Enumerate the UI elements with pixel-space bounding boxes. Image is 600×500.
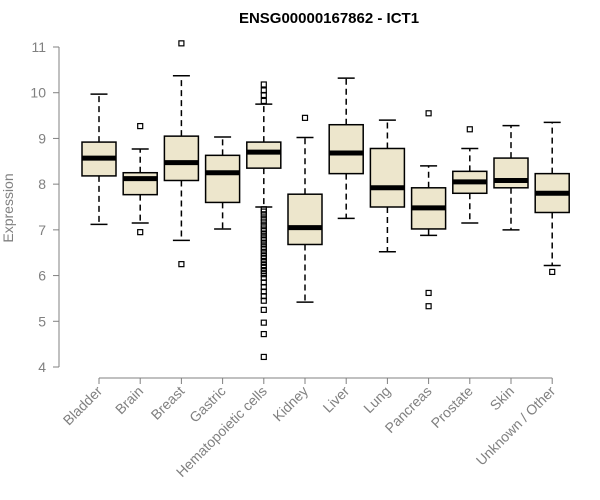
box-series (81, 40, 570, 361)
y-tick-label: 6 (38, 268, 46, 284)
iqr-box (493, 157, 529, 189)
outlier-point (425, 289, 432, 297)
x-tick-label: Brain (112, 383, 146, 417)
iqr-box (328, 123, 364, 175)
outlier-point (260, 218, 267, 225)
outlier-point (466, 126, 473, 133)
outlier-point (260, 222, 267, 229)
y-tick-label: 5 (38, 313, 46, 329)
outlier-point (260, 237, 267, 244)
y-tick-label: 4 (38, 359, 46, 375)
outlier-point (260, 264, 267, 271)
x-tick-label: Skin (487, 383, 518, 414)
box-bladder (81, 93, 117, 226)
outlier-point (425, 110, 432, 117)
outlier-point (260, 91, 267, 99)
outlier-point (260, 215, 267, 222)
box-liver (328, 77, 364, 220)
outlier-point (260, 211, 267, 218)
outlier-point (425, 303, 432, 310)
y-tick-label: 7 (38, 222, 46, 238)
x-tick-label: Lung (360, 383, 393, 416)
outlier-point (260, 330, 267, 338)
box-unknown-other (534, 121, 570, 276)
iqr-box (204, 154, 241, 204)
box-gastric (204, 136, 241, 230)
outlier-point (260, 249, 267, 256)
outlier-point (137, 122, 144, 130)
iqr-box (163, 135, 200, 182)
chart-title: ENSG00000167862 - ICT1 (239, 10, 419, 27)
box-prostate (452, 126, 488, 224)
outlier-point (260, 228, 267, 235)
y-tick-label: 9 (38, 130, 46, 146)
x-tick-label: Prostate (428, 383, 476, 431)
box-lung (369, 119, 406, 253)
outlier-point (260, 97, 267, 105)
iqr-box (287, 193, 323, 246)
y-axis-ticks: 4 5 6 7 8 9 10 11 (30, 39, 59, 375)
outlier-point (260, 271, 267, 278)
box-brain (122, 122, 158, 236)
x-tick-label: Bladder (60, 383, 106, 429)
x-tick-label: Kidney (270, 383, 312, 425)
outlier-point (260, 231, 267, 238)
y-tick-label: 10 (30, 85, 46, 101)
outlier-point (260, 208, 267, 215)
box-pancreas (410, 110, 447, 310)
y-axis-label: Expression (0, 173, 16, 242)
outlier-point (260, 267, 267, 275)
box-hematopoietic-cells (246, 81, 282, 361)
box-kidney (287, 114, 323, 303)
outlier-point (178, 261, 185, 268)
x-tick-label: Liver (320, 383, 353, 416)
outlier-point (260, 306, 267, 313)
outlier-point (137, 229, 144, 236)
x-tick-label: Breast (148, 383, 188, 423)
box-breast (163, 40, 200, 268)
outlier-point (260, 353, 267, 361)
y-tick-label: 8 (38, 176, 46, 192)
outlier-point (178, 40, 185, 47)
outlier-point (260, 246, 267, 253)
outlier-point (260, 297, 267, 304)
outlier-point (260, 240, 267, 247)
outlier-point (301, 114, 309, 121)
outlier-point (260, 319, 267, 326)
box-skin (493, 124, 529, 231)
outlier-point (549, 268, 556, 276)
outlier-point (260, 81, 267, 88)
y-tick-label: 11 (31, 39, 46, 55)
outlier-point (260, 255, 267, 262)
iqr-box (369, 147, 406, 208)
outlier-point (260, 258, 267, 265)
iqr-box (246, 141, 282, 169)
iqr-box (122, 171, 158, 196)
